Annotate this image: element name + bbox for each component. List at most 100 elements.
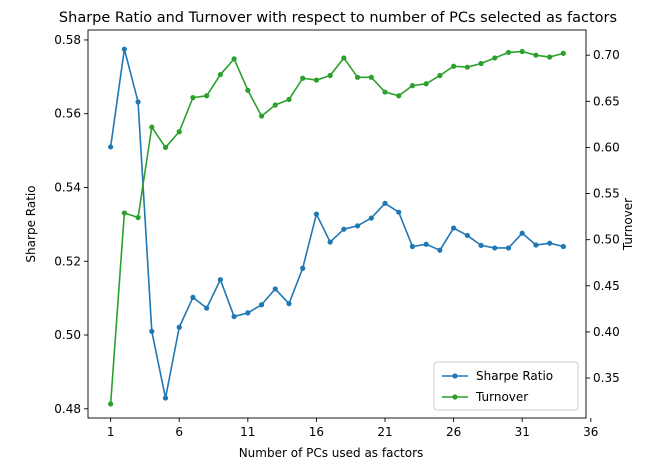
left-axis-label: Sharpe Ratio	[24, 185, 38, 262]
sharpe-ratio-point	[533, 242, 539, 248]
right-y-tick-label: 0.45	[593, 279, 620, 293]
turnover-point	[245, 87, 251, 93]
x-tick-label: 11	[240, 425, 255, 439]
x-tick-label: 21	[377, 425, 392, 439]
turnover-point	[382, 89, 388, 95]
sharpe-ratio-point	[423, 241, 429, 247]
right-y-tick-label: 0.55	[593, 187, 620, 201]
sharpe-ratio-point	[478, 242, 484, 248]
left-y-tick-label: 0.50	[54, 328, 81, 342]
sharpe-ratio-point	[396, 209, 402, 215]
legend-box	[433, 361, 579, 411]
turnover-point	[231, 56, 237, 62]
turnover-point	[217, 71, 223, 78]
turnover-point	[272, 102, 278, 108]
sharpe-ratio-line	[109, 48, 564, 399]
right-y-tick-label: 0.65	[593, 94, 620, 108]
right-y-tick-label: 0.40	[593, 325, 620, 339]
sharpe-ratio-point	[519, 230, 525, 236]
turnover-line	[109, 50, 564, 404]
right-y-tick-label: 0.60	[593, 140, 620, 154]
left-y-tick-label: 0.54	[54, 180, 81, 194]
turnover-point	[162, 144, 169, 151]
sharpe-ratio-point	[300, 265, 306, 271]
x-tick-label: 31	[515, 425, 530, 439]
sharpe-ratio-point	[162, 395, 169, 401]
x-tick-label: 16	[309, 425, 324, 439]
sharpe-ratio-point	[245, 310, 251, 316]
left-y-tick-label: 0.48	[54, 402, 81, 416]
sharpe-ratio-point	[464, 232, 470, 239]
legend-marker-turnover	[452, 394, 458, 400]
turnover-point	[560, 50, 566, 56]
right-y-tick-label: 0.35	[593, 371, 620, 385]
x-tick-label: 26	[446, 425, 461, 439]
turnover-point	[313, 77, 320, 83]
chart-title: Sharpe Ratio and Turnover with respect t…	[59, 10, 617, 26]
plot-frame	[87, 29, 587, 419]
sharpe-ratio-point	[341, 226, 347, 232]
left-y-tick-label: 0.52	[54, 254, 81, 268]
turnover-point	[121, 210, 127, 216]
turnover-point	[505, 49, 512, 56]
x-tick-label: 6	[175, 425, 183, 439]
left-y-tick-label: 0.58	[54, 33, 81, 47]
right-y-tick-label: 0.70	[593, 48, 620, 62]
turnover-point	[547, 54, 553, 60]
sharpe-ratio-point	[560, 243, 566, 250]
sharpe-ratio-point	[149, 328, 155, 334]
turnover-point	[519, 48, 525, 55]
turnover-point	[135, 214, 141, 221]
turnover-point	[176, 129, 182, 135]
sharpe-ratio-point	[437, 247, 443, 253]
sharpe-ratio-point	[409, 243, 416, 250]
sharpe-ratio-point	[217, 277, 223, 283]
turnover-point	[354, 74, 361, 80]
turnover-point	[341, 55, 347, 61]
turnover-point	[258, 113, 265, 119]
turnover-point	[423, 81, 429, 87]
sharpe-ratio-point	[505, 245, 512, 251]
sharpe-ratio-point	[135, 99, 141, 105]
x-tick-label: 36	[583, 425, 598, 439]
turnover-point	[492, 55, 498, 61]
sharpe-ratio-point	[108, 144, 114, 150]
turnover-point	[396, 93, 402, 99]
legend-label-sharpe-ratio: Sharpe Ratio	[476, 369, 553, 383]
sharpe-ratio-point	[451, 225, 457, 231]
turnover-point	[368, 74, 374, 80]
sharpe-ratio-point	[354, 223, 361, 229]
sharpe-ratio-point	[547, 240, 553, 246]
legend: Sharpe Ratio Turnover	[433, 361, 579, 411]
sharpe-ratio-point	[272, 286, 278, 292]
sharpe-ratio-point	[313, 211, 320, 217]
x-axis-label: Number of PCs used as factors	[239, 446, 424, 460]
sharpe-ratio-point	[327, 239, 333, 245]
sharpe-ratio-point	[492, 245, 498, 251]
turnover-point	[437, 72, 443, 79]
turnover-point	[149, 124, 155, 130]
right-y-tick-label: 0.50	[593, 233, 620, 247]
right-axis-label: Turnover	[621, 198, 635, 251]
sharpe-ratio-point	[368, 215, 374, 221]
sharpe-ratio-point	[190, 294, 196, 300]
sharpe-ratio-point	[382, 200, 388, 206]
turnover-point	[533, 52, 539, 58]
sharpe-ratio-point	[176, 324, 182, 330]
turnover-point	[478, 60, 484, 67]
legend-marker-sharpe-ratio	[452, 373, 458, 379]
turnover-point	[451, 63, 457, 69]
turnover-point	[108, 401, 114, 407]
turnover-point	[204, 93, 210, 99]
turnover-point	[327, 72, 333, 79]
turnover-point	[286, 96, 292, 103]
sharpe-ratio-point	[286, 301, 292, 307]
sharpe-ratio-point	[121, 46, 127, 52]
left-y-tick-label: 0.56	[54, 107, 81, 121]
sharpe-ratio-point	[258, 302, 265, 308]
sharpe-ratio-point	[204, 305, 210, 311]
turnover-point	[190, 95, 196, 101]
x-tick-label: 1	[107, 425, 115, 439]
turnover-point	[464, 64, 470, 70]
